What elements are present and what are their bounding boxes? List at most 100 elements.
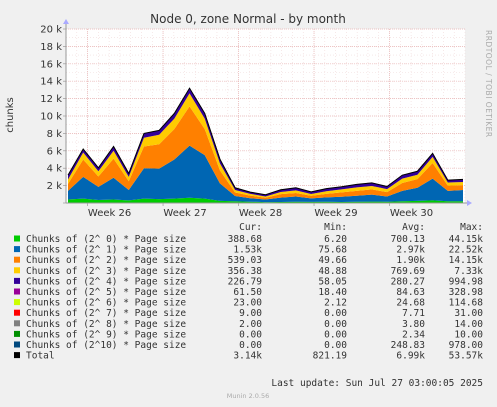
legend-value-max: 22.52k — [449, 245, 484, 256]
legend-value-cur: 1.53k — [233, 245, 262, 256]
legend-column-header: Avg: — [402, 222, 425, 233]
y-tick-label: 6 k — [47, 146, 63, 157]
legend-value-min: 2.12 — [324, 298, 347, 309]
legend-series-name: Chunks of (2^ 1) * Page size — [26, 245, 186, 256]
legend-value-avg: 24.68 — [396, 298, 425, 309]
legend-value-cur: 539.03 — [228, 255, 262, 266]
legend-series-name: Chunks of (2^ 2) * Page size — [26, 255, 186, 266]
legend-value-max: 328.98 — [449, 287, 484, 298]
x-tick-label: Week 30 — [390, 208, 433, 219]
legend-series-name: Chunks of (2^10) * Page size — [26, 340, 186, 351]
y-tick-label: 18 k — [40, 42, 62, 53]
legend-value-max: 114.68 — [449, 298, 484, 309]
legend-swatch — [14, 309, 20, 316]
legend-series-name: Chunks of (2^ 6) * Page size — [26, 298, 186, 309]
legend-value-min: 0.00 — [324, 319, 347, 330]
legend-value-cur: 23.00 — [233, 298, 262, 309]
x-tick-label: Week 27 — [163, 208, 206, 219]
y-tick-label: 14 k — [40, 77, 62, 88]
legend-value-cur: 61.50 — [233, 287, 262, 298]
legend-swatch — [14, 256, 20, 263]
legend-value-max: 10.00 — [454, 329, 483, 340]
y-tick-label: 12 k — [40, 94, 62, 105]
legend-series-name: Chunks of (2^ 5) * Page size — [26, 287, 186, 298]
x-axis-arrow — [467, 200, 472, 206]
legend-value-avg: 6.99k — [396, 351, 425, 362]
legend-value-min: 0.00 — [324, 340, 347, 351]
y-tick-label: 10 k — [40, 112, 62, 123]
legend-series-name: Chunks of (2^ 8) * Page size — [26, 319, 186, 330]
total-line — [67, 87, 464, 196]
legend-value-min: 48.88 — [318, 266, 347, 277]
chart-title: Node 0, zone Normal - by month — [150, 12, 346, 26]
legend-swatch — [14, 246, 20, 253]
y-tick-label: 2 k — [47, 181, 63, 192]
legend-value-avg: 700.13 — [391, 234, 425, 245]
x-tick-label: Week 26 — [88, 208, 131, 219]
legend-swatch — [14, 235, 20, 242]
legend-value-cur: 0.00 — [239, 329, 262, 340]
stacked-areas — [67, 87, 464, 203]
legend-value-min: 0.00 — [324, 329, 347, 340]
legend-value-max: 53.57k — [449, 351, 484, 362]
x-tick-label: Week 29 — [314, 208, 357, 219]
y-axis-arrow — [63, 19, 69, 24]
legend-value-max: 14.15k — [449, 255, 484, 266]
legend-swatch — [14, 288, 20, 295]
legend-column-header: Min: — [324, 222, 347, 233]
legend-value-max: 978.00 — [449, 340, 484, 351]
y-axis-label: chunks — [5, 97, 16, 133]
legend-value-cur: 3.14k — [233, 351, 262, 362]
legend-value-cur: 2.00 — [239, 319, 262, 330]
y-tick-label: 8 k — [47, 129, 63, 140]
munin-version: Munin 2.0.56 — [227, 392, 270, 400]
legend-series-name: Chunks of (2^ 4) * Page size — [26, 276, 186, 287]
legend-value-avg: 2.97k — [396, 245, 425, 256]
legend-value-cur: 0.00 — [239, 340, 262, 351]
legend-series-name: Chunks of (2^ 7) * Page size — [26, 308, 186, 319]
legend-value-cur: 226.79 — [228, 276, 263, 287]
area-series — [68, 106, 463, 200]
legend: Cur: Min: Avg: Max: Chunks of (2^ 0) * Page … — [14, 222, 483, 362]
area-series — [68, 197, 463, 203]
legend-value-avg: 248.83 — [391, 340, 425, 351]
legend-value-cur: 388.68 — [228, 234, 263, 245]
y-tick-label: 20 k — [40, 25, 62, 36]
legend-swatch — [14, 299, 20, 306]
legend-value-avg: 3.80 — [402, 319, 425, 330]
last-update: Last update: Sun Jul 27 03:00:05 2025 — [271, 378, 483, 389]
legend-value-cur: 356.38 — [228, 266, 263, 277]
legend-value-min: 6.20 — [324, 234, 347, 245]
legend-swatch — [14, 352, 20, 359]
legend-series-name: Chunks of (2^ 9) * Page size — [26, 329, 186, 340]
y-tick-label: 4 k — [47, 164, 63, 175]
area-series — [68, 93, 463, 198]
legend-swatch — [14, 267, 20, 274]
legend-value-avg: 1.90k — [396, 255, 425, 266]
legend-swatch — [14, 320, 20, 327]
legend-value-max: 31.00 — [454, 308, 483, 319]
legend-value-min: 18.40 — [318, 287, 347, 298]
legend-column-header: Max: — [460, 222, 483, 233]
legend-value-avg: 7.71 — [402, 308, 425, 319]
area-series — [68, 145, 463, 203]
y-tick-label: 16 k — [40, 59, 62, 70]
rrdtool-credit: RRDTOOL / TOBI OETIKER — [484, 30, 493, 138]
legend-value-max: 994.98 — [449, 276, 484, 287]
legend-series-name: Total — [26, 351, 55, 362]
legend-value-max: 44.15k — [449, 234, 484, 245]
legend-value-cur: 9.00 — [239, 308, 262, 319]
legend-series-name: Chunks of (2^ 0) * Page size — [26, 234, 186, 245]
legend-value-avg: 769.69 — [391, 266, 426, 277]
legend-swatch — [14, 341, 20, 348]
legend-value-min: 821.19 — [313, 351, 348, 362]
legend-value-avg: 84.63 — [396, 287, 425, 298]
legend-value-min: 75.68 — [318, 245, 347, 256]
legend-value-max: 7.33k — [454, 266, 483, 277]
legend-value-min: 0.00 — [324, 308, 347, 319]
legend-column-header: Cur: — [239, 222, 262, 233]
legend-value-avg: 280.27 — [391, 276, 425, 287]
tick-labels: 2 k 4 k 6 k 8 k 10 k 12 k 14 k 16 k 18 k 20 k Week… — [40, 25, 433, 220]
legend-value-avg: 2.34 — [402, 329, 425, 340]
